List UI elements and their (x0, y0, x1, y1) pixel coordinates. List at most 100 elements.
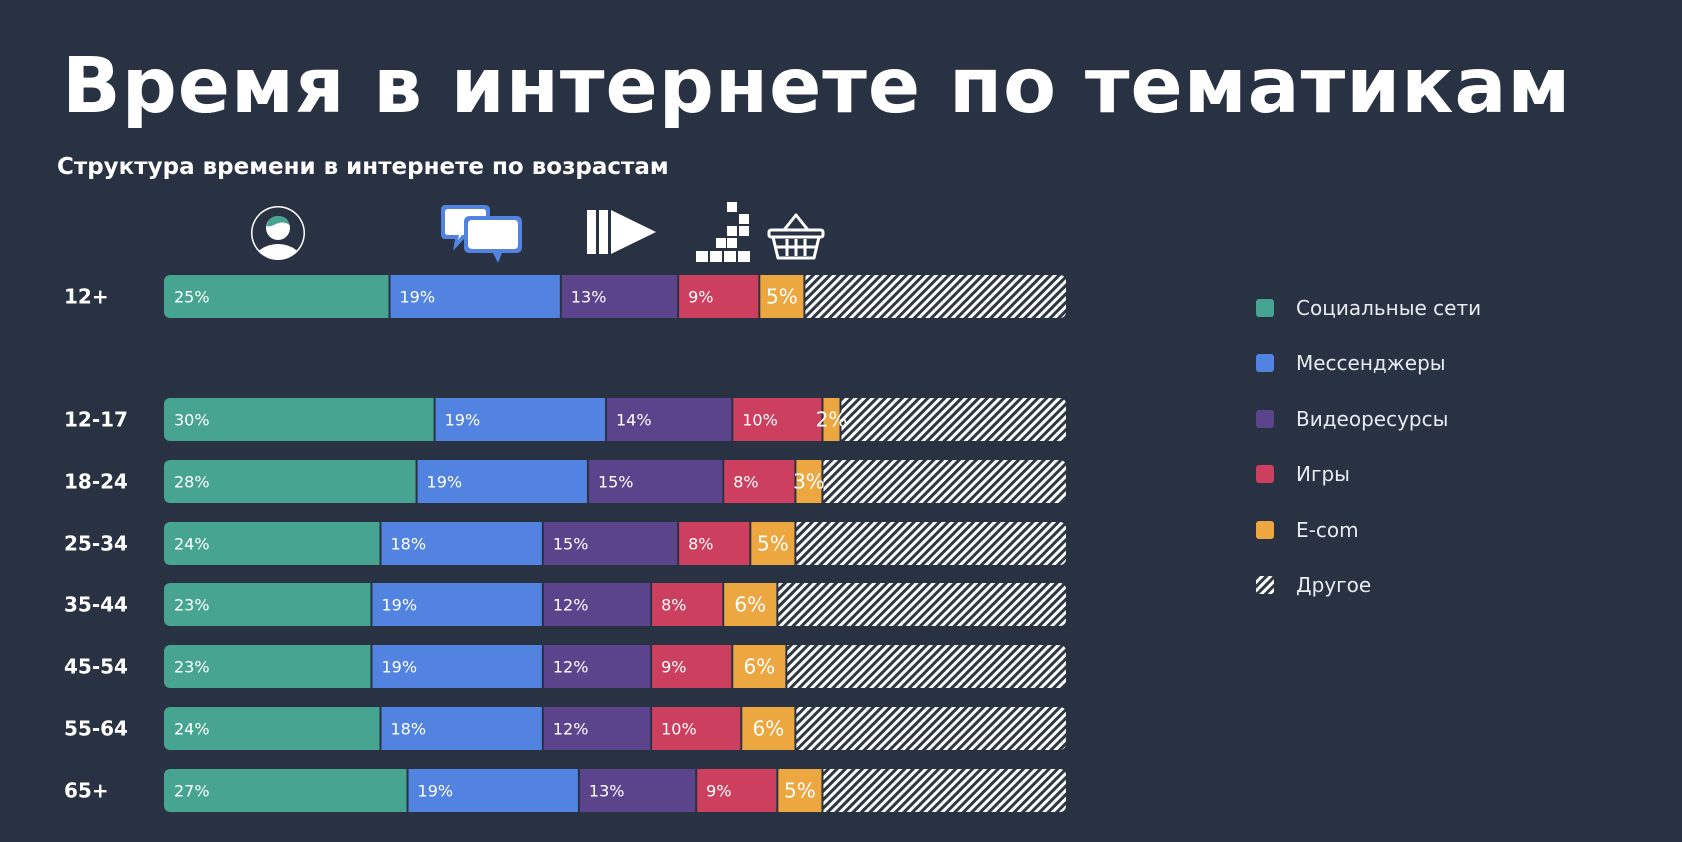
bar-segment-video (542, 645, 652, 688)
legend-label: E-com (1296, 517, 1359, 542)
bar-segment-social (164, 398, 435, 441)
data-label-video: 13% (589, 782, 625, 801)
bar-segment-social (164, 769, 408, 812)
bar-row: 45-54 23% 19% 12% 9% 6% (64, 645, 1066, 688)
bar-segment-video (542, 707, 652, 750)
data-label-ecom: 2% (816, 408, 848, 432)
bar-segment-messengers (380, 707, 543, 750)
data-label-ecom: 6% (743, 655, 775, 679)
bar-segment-messengers (371, 583, 543, 626)
chat-bubbles-icon (440, 202, 524, 270)
bar-segment-messengers (389, 275, 561, 318)
row-category-label: 55-64 (64, 717, 128, 741)
bar-segment-ecom (795, 460, 823, 503)
data-label-video: 12% (553, 596, 589, 615)
bar-segment-ecom (759, 275, 805, 318)
data-label-messengers: 18% (390, 535, 426, 554)
bar-segment-video (542, 522, 679, 565)
data-label-messengers: 19% (445, 411, 481, 430)
legend-label: Мессенджеры (1296, 351, 1446, 376)
page-title: Время в интернете по тематикам (62, 42, 1572, 131)
legend-label: Игры (1296, 462, 1350, 487)
bar-segment-ecom (723, 583, 778, 626)
bar-segment-other (804, 275, 1066, 318)
bar-segment-other (795, 522, 1066, 565)
bar-segment-games (696, 769, 778, 812)
bar-segment-ecom (777, 769, 823, 812)
bar-segment-social (164, 275, 390, 318)
data-label-social: 24% (174, 535, 210, 554)
social-user-icon (249, 204, 307, 266)
bar-segment-messengers (407, 769, 579, 812)
data-label-video: 12% (553, 658, 589, 677)
bar-row: 65+ 27% 19% 13% 9% 5% (64, 769, 1066, 812)
data-label-social: 27% (174, 782, 210, 801)
data-label-video: 14% (616, 411, 652, 430)
bar-segment-ecom (741, 707, 796, 750)
data-label-games: 10% (661, 720, 697, 739)
legend-item-other: Другое (1256, 558, 1481, 614)
data-label-social: 24% (174, 720, 210, 739)
data-label-games: 9% (661, 658, 686, 677)
bar-segment-other (777, 583, 1066, 626)
bar-row: 12+ 25% 19% 13% 9% 5% (64, 275, 1066, 318)
bar-segment-games (651, 583, 724, 626)
legend-item-video: Видеоресурсы (1256, 391, 1481, 447)
legend-label: Видеоресурсы (1296, 406, 1449, 431)
bar-segment-video (542, 583, 652, 626)
bar-segment-social (164, 522, 381, 565)
bar-segment-video (578, 769, 697, 812)
games-blocks-icon (695, 200, 755, 268)
data-label-games: 8% (733, 473, 758, 492)
data-label-messengers: 19% (427, 473, 463, 492)
row-category-label: 12+ (64, 285, 109, 309)
bar-segment-other (840, 398, 1066, 441)
legend-swatch (1256, 520, 1274, 539)
row-category-label: 35-44 (64, 593, 128, 617)
legend-item-games: Игры (1256, 447, 1481, 503)
bar-row: 55-64 24% 18% 12% 10% 6% (64, 707, 1066, 750)
video-play-icon (586, 209, 658, 261)
row-category-label: 18-24 (64, 470, 128, 494)
bar-segment-messengers (371, 645, 543, 688)
bar-segment-games (678, 275, 760, 318)
bar-segment-other (822, 769, 1066, 812)
bar-segment-ecom (750, 522, 796, 565)
row-category-label: 65+ (64, 779, 109, 803)
legend-item-social: Социальные сети (1256, 280, 1481, 336)
bar-row: 35-44 23% 19% 12% 8% 6% (64, 583, 1066, 626)
data-label-ecom: 3% (793, 470, 825, 494)
bar-segment-games (723, 460, 796, 503)
bar-segment-ecom (822, 398, 841, 441)
bar-segment-ecom (732, 645, 787, 688)
data-label-messengers: 19% (381, 596, 417, 615)
bar-row: 18-24 28% 19% 15% 8% 3% (64, 460, 1066, 503)
data-label-messengers: 19% (400, 288, 436, 307)
data-label-games: 9% (688, 288, 713, 307)
legend-swatch (1256, 354, 1274, 373)
legend-label: Другое (1296, 573, 1372, 598)
data-label-social: 30% (174, 411, 210, 430)
data-label-social: 23% (174, 658, 210, 677)
shopping-basket-icon (767, 211, 825, 265)
bar-segment-social (164, 583, 372, 626)
bar-segment-other (786, 645, 1066, 688)
legend-label: Социальные сети (1296, 295, 1482, 320)
row-category-label: 25-34 (64, 532, 128, 556)
data-label-ecom: 6% (734, 593, 766, 617)
bar-segment-social (164, 707, 381, 750)
data-label-ecom: 6% (752, 717, 784, 741)
data-label-games: 8% (688, 535, 713, 554)
data-label-video: 15% (598, 473, 634, 492)
data-label-games: 10% (742, 411, 778, 430)
data-label-games: 9% (706, 782, 731, 801)
bar-segment-games (678, 522, 751, 565)
data-label-social: 25% (174, 288, 210, 307)
row-category-label: 45-54 (64, 655, 128, 679)
legend-item-messengers: Мессенджеры (1256, 336, 1481, 392)
bar-segment-games (651, 645, 733, 688)
bar-segment-messengers (434, 398, 606, 441)
data-label-ecom: 5% (757, 532, 789, 556)
chart-subtitle: Структура времени в интернете по возраст… (57, 154, 669, 180)
